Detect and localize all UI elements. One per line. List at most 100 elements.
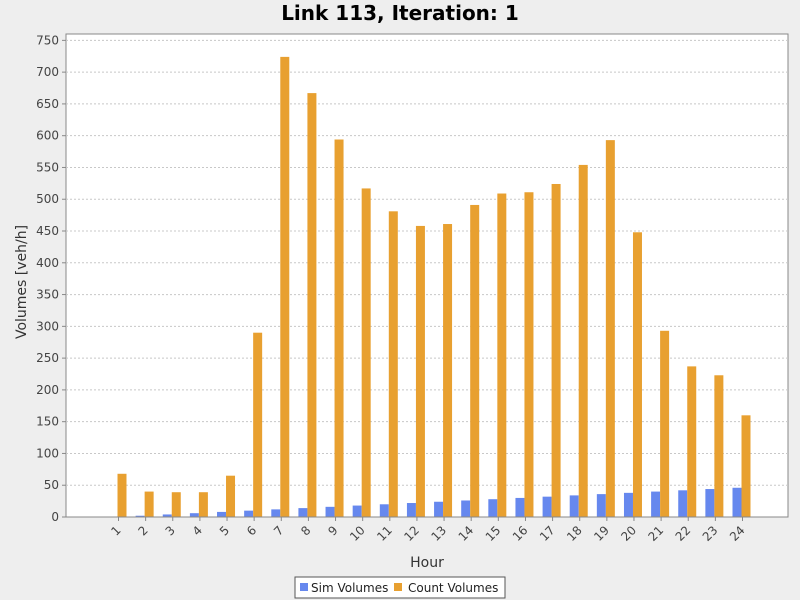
bars (117, 56, 751, 518)
bar-count-volumes-18 (578, 164, 588, 517)
bar-sim-volumes-15 (488, 499, 498, 517)
bar-sim-volumes-9 (325, 506, 335, 517)
x-tick-label: 24 (727, 523, 748, 544)
bar-sim-volumes-16 (515, 497, 525, 517)
y-tick-label: 650 (36, 97, 59, 111)
bar-count-volumes-22 (687, 366, 697, 517)
bar-sim-volumes-24 (732, 487, 742, 517)
bar-count-volumes-1 (117, 473, 127, 517)
y-axis-label: Volumes [veh/h] (14, 225, 30, 339)
x-tick-label: 1 (108, 523, 123, 538)
bar-count-volumes-20 (632, 232, 642, 517)
y-tick-label: 200 (36, 383, 59, 397)
bar-count-volumes-21 (660, 330, 670, 517)
bar-count-volumes-14 (470, 204, 480, 517)
bar-count-volumes-19 (605, 140, 615, 518)
y-tick-label: 550 (36, 160, 59, 174)
y-axis-ticks: 0 50 100 150 200 250 300 350 400 450 500 550 600 650 7… (36, 33, 66, 524)
x-tick-label: 12 (401, 523, 422, 544)
legend-swatch-sim (300, 583, 308, 591)
y-tick-label: 150 (36, 415, 59, 429)
x-axis-label: Hour (410, 555, 444, 571)
legend-label-sim: Sim Volumes (311, 581, 388, 595)
bar-sim-volumes-11 (379, 504, 389, 517)
chart-title: Link 113, Iteration: 1 (281, 1, 519, 25)
legend: Sim Volumes Count Volumes (294, 576, 506, 599)
bar-sim-volumes-21 (651, 491, 661, 517)
legend-label-count: Count Volumes (408, 581, 498, 595)
bar-sim-volumes-17 (542, 496, 552, 517)
bar-sim-volumes-10 (352, 505, 362, 517)
x-tick-label: 14 (456, 523, 477, 544)
y-tick-label: 100 (36, 446, 59, 460)
x-tick-label: 3 (163, 523, 178, 538)
x-tick-label: 16 (510, 523, 531, 544)
bar-sim-volumes-23 (705, 489, 715, 517)
bar-sim-volumes-8 (298, 508, 308, 517)
bar-count-volumes-3 (171, 492, 181, 517)
legend-swatch-count (394, 583, 402, 591)
bar-count-volumes-10 (361, 188, 371, 517)
bar-count-volumes-8 (307, 93, 317, 518)
bar-count-volumes-7 (280, 56, 290, 518)
y-tick-label: 450 (36, 224, 59, 238)
x-tick-label: 10 (347, 523, 368, 544)
x-axis-ticks: 1 2 3 4 5 6 7 8 9 10 11 12 13 14 15 16 17 18 19 20 21 22 23 24 (108, 517, 748, 544)
y-tick-label: 750 (36, 33, 59, 47)
bar-sim-volumes-5 (217, 511, 227, 517)
bar-sim-volumes-12 (406, 503, 416, 517)
x-tick-label: 13 (428, 523, 449, 544)
x-tick-label: 7 (271, 523, 286, 538)
bar-sim-volumes-4 (189, 513, 199, 517)
bar-count-volumes-16 (524, 192, 534, 518)
y-tick-label: 500 (36, 192, 59, 206)
x-tick-label: 9 (325, 523, 340, 538)
bar-sim-volumes-19 (596, 494, 606, 517)
bar-count-volumes-2 (144, 491, 154, 517)
bar-count-volumes-13 (443, 224, 453, 517)
x-tick-label: 4 (190, 523, 205, 538)
bar-sim-volumes-20 (623, 492, 633, 517)
bar-sim-volumes-2 (135, 515, 145, 517)
bar-count-volumes-6 (253, 332, 263, 517)
x-tick-label: 18 (564, 523, 585, 544)
bar-sim-volumes-14 (461, 500, 471, 517)
bar-sim-volumes-7 (271, 509, 281, 517)
x-tick-label: 17 (537, 523, 558, 544)
bar-count-volumes-11 (388, 211, 398, 518)
x-tick-label: 5 (217, 523, 232, 538)
x-tick-label: 23 (700, 523, 721, 544)
x-tick-label: 19 (591, 523, 612, 544)
bar-count-volumes-4 (198, 492, 208, 517)
bar-count-volumes-12 (415, 225, 425, 517)
bar-count-volumes-23 (714, 375, 724, 517)
bar-sim-volumes-13 (434, 501, 444, 517)
y-tick-label: 700 (36, 65, 59, 79)
y-tick-label: 0 (51, 510, 59, 524)
x-tick-label: 21 (646, 523, 667, 544)
bar-sim-volumes-6 (244, 510, 254, 517)
x-tick-label: 2 (135, 523, 150, 538)
y-tick-label: 350 (36, 288, 59, 302)
bar-count-volumes-17 (551, 183, 561, 518)
bar-sim-volumes-22 (678, 490, 688, 517)
x-tick-label: 15 (483, 523, 504, 544)
bar-sim-volumes-3 (162, 514, 172, 517)
y-tick-label: 250 (36, 351, 59, 365)
bar-count-volumes-5 (226, 475, 236, 517)
gridlines (66, 39, 788, 486)
x-tick-label: 22 (673, 523, 694, 544)
bar-count-volumes-24 (741, 415, 751, 517)
y-tick-label: 50 (44, 478, 59, 492)
y-tick-label: 400 (36, 256, 59, 270)
y-tick-label: 300 (36, 319, 59, 333)
y-tick-label: 600 (36, 129, 59, 143)
bar-sim-volumes-18 (569, 495, 579, 517)
bar-count-volumes-15 (497, 193, 507, 518)
x-tick-label: 20 (618, 523, 639, 544)
x-tick-label: 11 (374, 523, 395, 544)
x-tick-label: 8 (298, 523, 313, 538)
bar-count-volumes-9 (334, 139, 344, 517)
